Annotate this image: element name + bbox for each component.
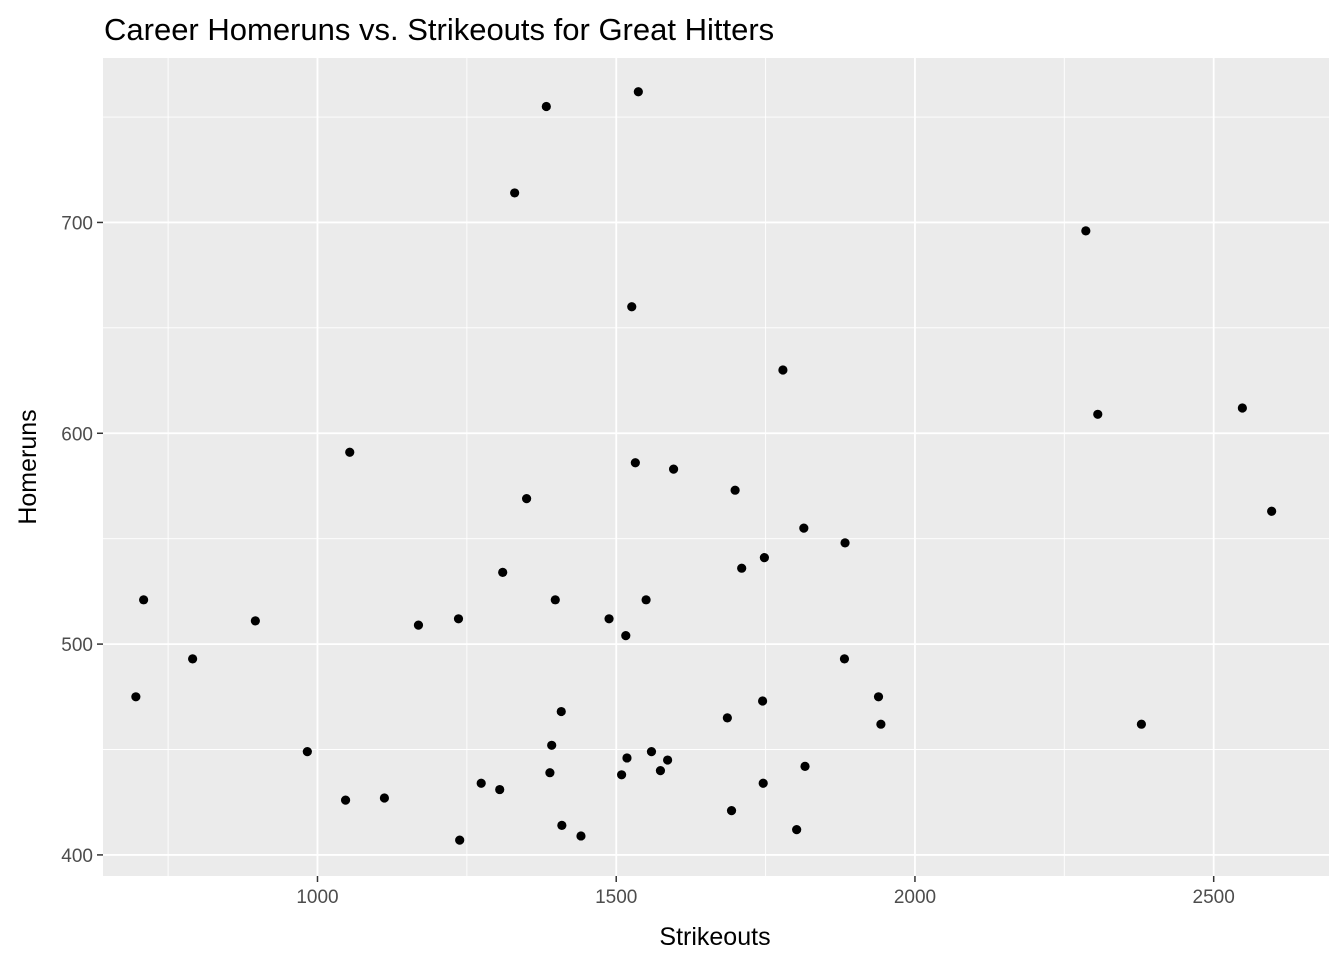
- data-point: [476, 778, 486, 788]
- data-point: [621, 631, 631, 641]
- data-point: [840, 538, 850, 548]
- data-point: [557, 820, 567, 831]
- data-point: [250, 616, 260, 626]
- data-point: [730, 485, 740, 495]
- data-point: [556, 706, 566, 717]
- y-axis-title: Homeruns: [14, 409, 42, 524]
- y-tick-label: 500: [61, 635, 93, 656]
- data-point: [646, 747, 657, 757]
- data-point: [379, 793, 390, 803]
- data-point: [641, 595, 651, 605]
- data-point: [604, 614, 614, 624]
- data-point: [622, 753, 632, 763]
- x-tick-label: 2000: [894, 887, 936, 908]
- data-point: [873, 692, 884, 702]
- x-axis-title: Strikeouts: [659, 923, 770, 951]
- data-point: [630, 458, 640, 468]
- y-axis: 400 500 600 700: [61, 213, 103, 867]
- data-point: [547, 740, 557, 750]
- data-point: [550, 595, 560, 605]
- data-point: [839, 654, 850, 664]
- data-point: [1267, 506, 1277, 516]
- y-tick-label: 700: [61, 213, 93, 234]
- x-tick-label: 1000: [296, 887, 338, 908]
- data-point: [792, 825, 802, 835]
- data-point: [655, 765, 666, 776]
- y-tick-label: 400: [61, 846, 93, 867]
- x-tick-label: 2500: [1193, 887, 1235, 908]
- data-point: [663, 755, 673, 765]
- data-points: [131, 87, 1277, 845]
- x-tick-label: 1500: [595, 887, 637, 908]
- data-point: [453, 614, 464, 624]
- data-point: [722, 713, 732, 723]
- data-point: [726, 806, 737, 816]
- data-point: [340, 795, 351, 805]
- plot-panel: [103, 58, 1329, 876]
- data-point: [576, 831, 586, 841]
- data-point: [758, 778, 768, 788]
- data-point: [545, 768, 555, 778]
- data-point: [800, 761, 810, 771]
- data-point: [668, 464, 679, 474]
- data-point: [139, 595, 149, 605]
- data-point: [627, 302, 637, 312]
- data-point: [1093, 409, 1103, 419]
- data-point: [188, 654, 198, 664]
- data-point: [455, 835, 465, 845]
- data-point: [617, 770, 627, 780]
- data-point: [778, 365, 788, 375]
- data-point: [345, 447, 355, 457]
- major-gridlines: [103, 58, 1329, 876]
- data-point: [510, 188, 520, 198]
- data-point: [522, 494, 532, 504]
- chart-title: Career Homeruns vs. Strikeouts for Great…: [104, 12, 774, 47]
- y-tick-label: 600: [61, 424, 93, 445]
- x-axis: 1000 1500 2000 2500: [296, 876, 1235, 908]
- data-point: [633, 87, 643, 97]
- data-point: [759, 553, 769, 563]
- data-point: [413, 620, 424, 630]
- data-point: [541, 101, 551, 112]
- data-point: [758, 696, 768, 706]
- data-point: [302, 747, 312, 757]
- data-point: [737, 563, 747, 573]
- data-point: [131, 692, 141, 702]
- data-point: [498, 567, 508, 578]
- data-point: [1081, 226, 1091, 236]
- data-point: [495, 784, 505, 795]
- data-point: [1136, 719, 1146, 729]
- data-point: [1237, 403, 1247, 413]
- data-point: [876, 719, 886, 729]
- data-point: [799, 523, 809, 533]
